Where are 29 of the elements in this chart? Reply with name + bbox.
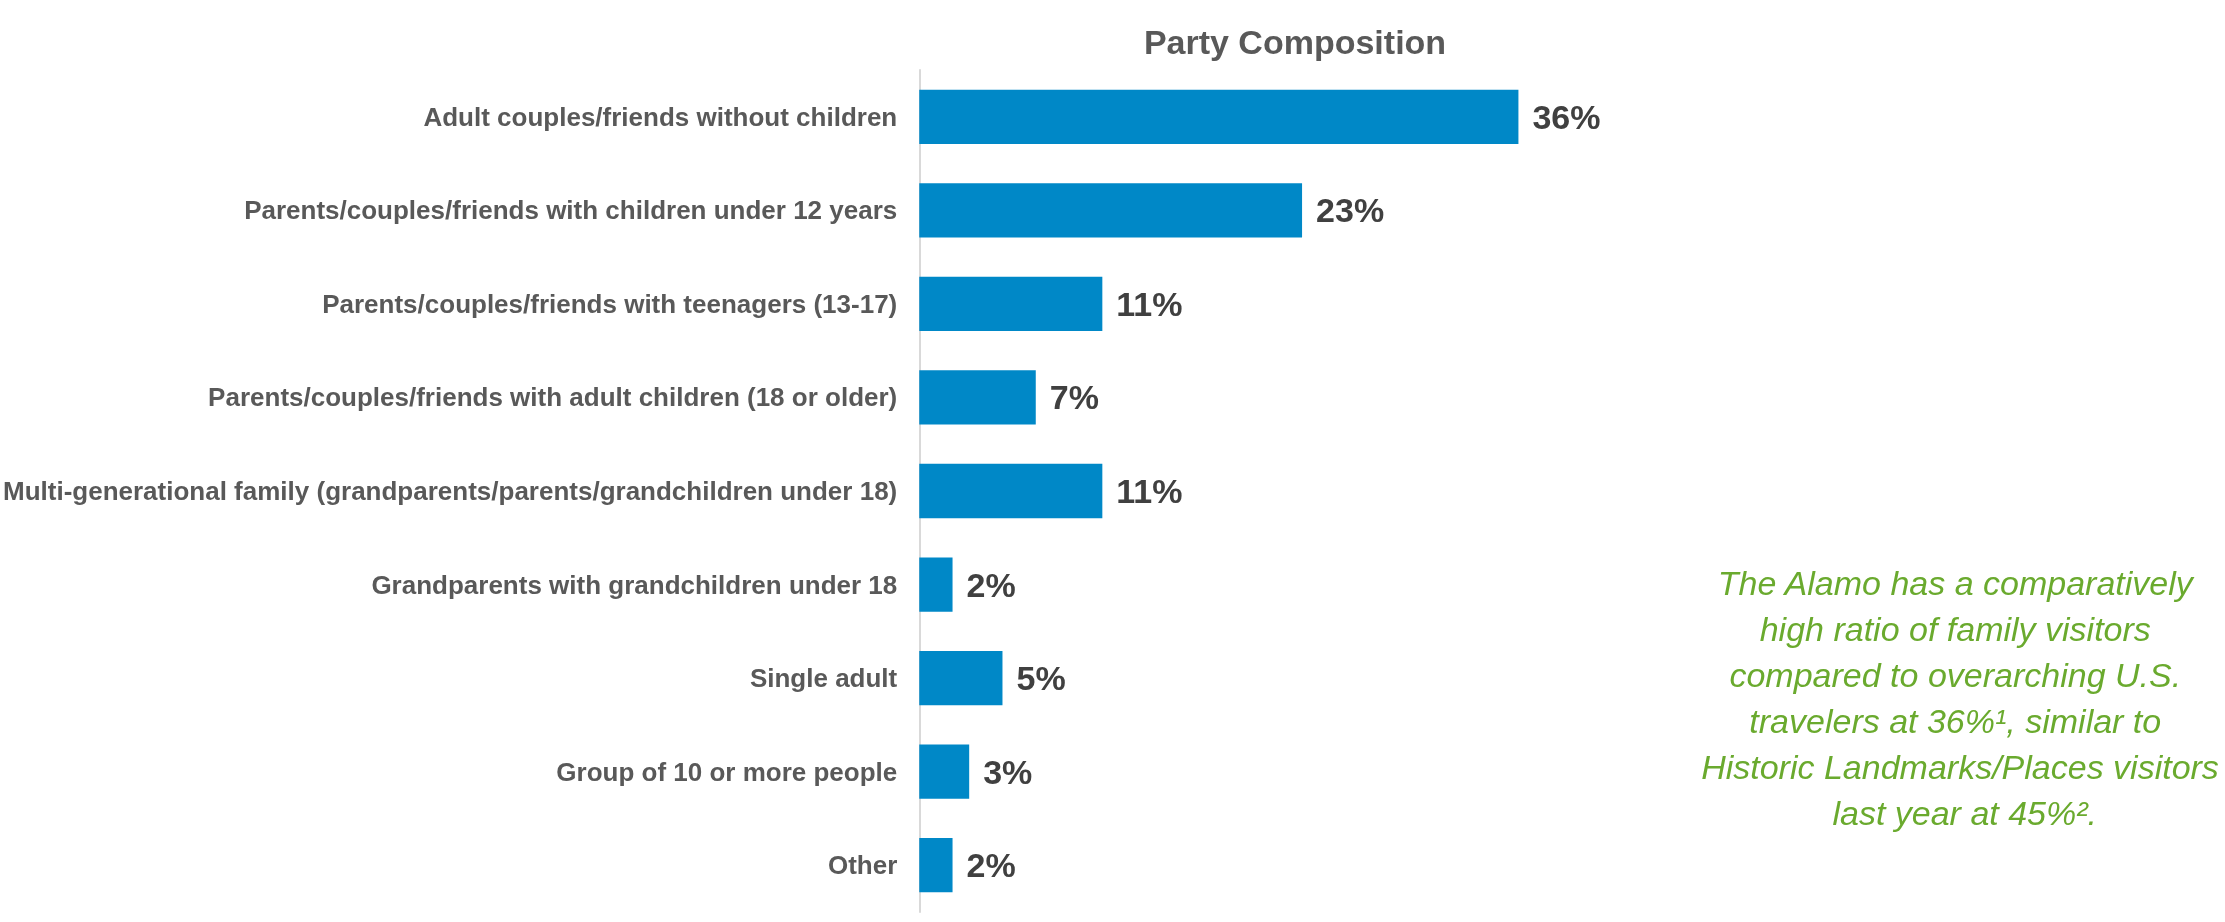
data-label: 2% (966, 565, 1016, 604)
text: The Alamo has a comparatively high ratio of family visitors compared to overarching U.S. travelers at 36%¹, similar to Historic Landmarks/Places visitors last year at 45%². (1701, 564, 2219, 832)
bar (919, 183, 1303, 238)
data-label: 3% (983, 752, 1033, 791)
data-label: 36% (1532, 97, 1601, 136)
bar (919, 650, 1003, 706)
bar (919, 838, 953, 893)
bar (919, 463, 1103, 519)
bar (919, 89, 1519, 144)
y-tick-label: Multi-generational family (grandparents/parents/grandchildren under 18) (2, 476, 898, 506)
data-label: 2% (966, 846, 1016, 885)
data-label: 11% (1116, 472, 1183, 510)
data-label: 11% (1116, 284, 1183, 323)
y-tick-label: Single adult (749, 663, 898, 694)
bar (919, 276, 1103, 332)
y-tick-label: Adult couples/friends without children (423, 101, 898, 132)
y-tick-label: Grandparents with grandchildren under 18 (371, 569, 898, 600)
y-tick-label: Parents/couples/friends with adult children (18 or older) (208, 382, 898, 413)
y-tick-label: Other (827, 850, 898, 881)
y-tick-label: Group of 10 or more people (556, 756, 898, 787)
data-label: 23% (1316, 191, 1385, 230)
y-tick-label: Parents/couples/friends with children under 12 years (244, 195, 898, 226)
bar (919, 744, 970, 799)
chart-title: Party Composition (1143, 23, 1447, 61)
bar (919, 557, 953, 612)
bar (919, 370, 1036, 425)
y-tick-label: Parents/couples/friends with teenagers (13-17) (322, 288, 898, 319)
data-label: 5% (1016, 659, 1066, 698)
data-label: 7% (1049, 378, 1099, 417)
